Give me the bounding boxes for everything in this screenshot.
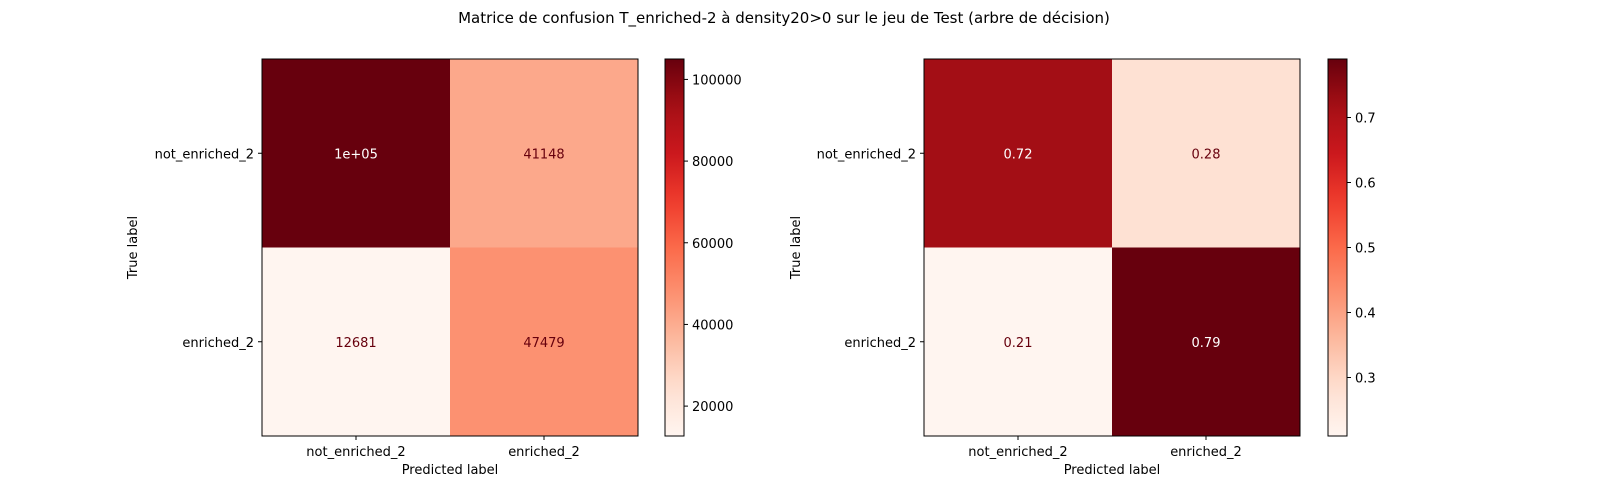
cell-value-label: 0.21 xyxy=(1004,336,1033,351)
y-tick-label: not_enriched_2 xyxy=(155,147,254,162)
y-tick-label: enriched_2 xyxy=(182,336,254,351)
cell-value-label: 12681 xyxy=(335,336,376,351)
colorbar-tick-label: 0.4 xyxy=(1355,307,1376,322)
cell-value-label: 0.72 xyxy=(1004,147,1033,162)
cell-value-label: 1e+05 xyxy=(334,147,378,162)
colorbar-tick-label: 0.6 xyxy=(1355,177,1376,192)
matrix-cell-1-0-0 xyxy=(924,59,1113,248)
matrix-cell-0-1-1 xyxy=(450,247,639,437)
y-axis-label: True label xyxy=(126,216,141,280)
y-tick-label: not_enriched_2 xyxy=(817,147,916,162)
cell-value-label: 0.79 xyxy=(1192,336,1221,351)
y-tick-label: enriched_2 xyxy=(844,336,916,351)
axes-frame xyxy=(923,58,1301,437)
colorbar-tick-label: 60000 xyxy=(692,237,733,252)
colorbar xyxy=(664,58,685,437)
matrix-cell-0-0-1 xyxy=(450,59,639,248)
colorbar-tick-label: 0.3 xyxy=(1355,372,1376,387)
x-tick-label: enriched_2 xyxy=(1170,445,1242,460)
x-axis-label: Predicted label xyxy=(402,463,499,478)
colorbar-tick-label: 80000 xyxy=(692,155,733,170)
matrix-cell-0-1-0 xyxy=(262,247,451,437)
x-tick-label: enriched_2 xyxy=(508,445,580,460)
axes-frame xyxy=(261,58,639,437)
matrix-cell-1-0-1 xyxy=(1112,59,1301,248)
colorbar-tick-label: 0.7 xyxy=(1355,112,1376,127)
matrix-cell-0-0-0 xyxy=(262,59,451,248)
x-axis-label: Predicted label xyxy=(1064,463,1161,478)
matrix-cell-1-1-1 xyxy=(1112,247,1301,437)
colorbar xyxy=(1327,58,1348,437)
colorbar-tick-label: 20000 xyxy=(692,400,733,415)
cell-value-label: 41148 xyxy=(523,147,564,162)
matrix-cell-1-1-0 xyxy=(924,247,1113,437)
x-tick-label: not_enriched_2 xyxy=(968,445,1067,460)
colorbar-tick-label: 0.5 xyxy=(1355,242,1376,257)
cell-value-label: 0.28 xyxy=(1192,147,1221,162)
colorbar-tick-label: 100000 xyxy=(692,73,742,88)
y-axis-label: True label xyxy=(789,216,804,280)
colorbar-tick-label: 40000 xyxy=(692,318,733,333)
cell-value-label: 47479 xyxy=(523,336,564,351)
figure-title: Matrice de confusion T_enriched-2 à dens… xyxy=(458,9,1110,28)
x-tick-label: not_enriched_2 xyxy=(306,445,405,460)
